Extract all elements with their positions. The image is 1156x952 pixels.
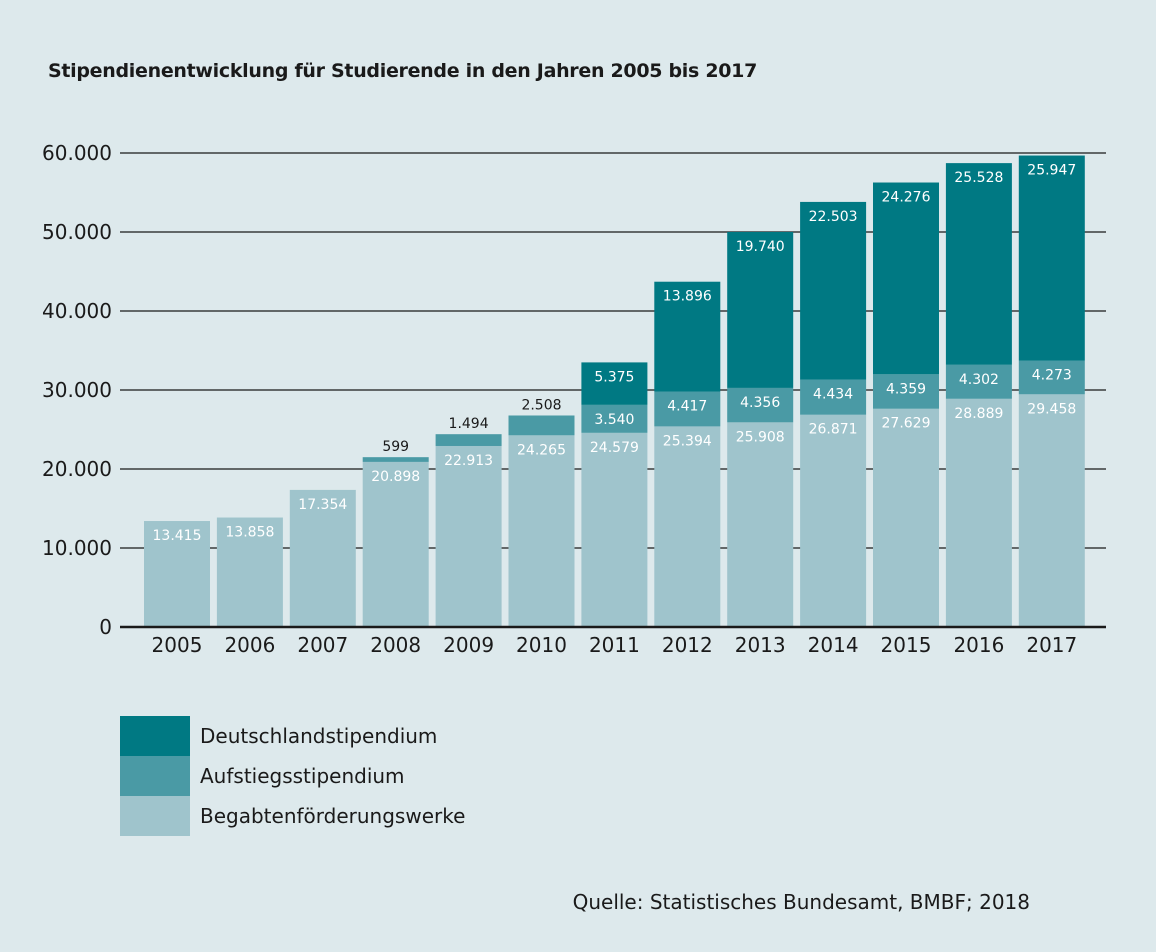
bar-segment <box>1018 360 1085 395</box>
data-label: 4.434 <box>813 387 853 403</box>
bar-segment <box>800 201 867 380</box>
x-tick-label: 2008 <box>370 633 421 657</box>
data-label: 3.540 <box>594 412 634 428</box>
data-label: 17.354 <box>298 497 347 513</box>
bar-segment <box>435 434 502 446</box>
legend-label-deutschlandstipendium: Deutschlandstipendium <box>200 724 438 748</box>
bar-segment <box>508 415 575 436</box>
bar-segment <box>1018 155 1085 361</box>
y-tick-label: 10.000 <box>42 536 112 560</box>
bar-segment <box>873 182 939 375</box>
bar-segment <box>1018 394 1085 627</box>
data-label: 25.947 <box>1027 163 1076 179</box>
bar-segment <box>435 445 502 627</box>
data-label: 25.908 <box>736 429 785 445</box>
chart-title: Stipendienentwicklung für Studierende in… <box>48 60 758 82</box>
bar-segment <box>873 374 939 409</box>
y-tick-label: 0 <box>99 615 112 639</box>
x-tick-label: 2012 <box>662 633 713 657</box>
bar-segment <box>581 404 648 433</box>
x-tick-label: 2014 <box>808 633 859 657</box>
data-label: 24.265 <box>517 442 566 458</box>
legend-label-begabtenfoerderungswerke: Begabtenförderungswerke <box>200 804 466 828</box>
x-tick-label: 2007 <box>297 633 348 657</box>
data-label: 27.629 <box>882 416 931 432</box>
bar-segment <box>727 422 794 627</box>
data-label: 19.740 <box>736 239 785 255</box>
data-label: 5.375 <box>594 369 634 385</box>
bar-segment <box>727 387 794 423</box>
data-label: 4.273 <box>1032 368 1072 384</box>
legend-swatch-aufstiegsstipendium <box>120 756 190 796</box>
legend-swatch-begabtenfoerderungswerke <box>120 796 190 836</box>
legend-label-aufstiegsstipendium: Aufstiegsstipendium <box>200 764 405 788</box>
data-label: 28.889 <box>954 406 1003 422</box>
data-label: 4.302 <box>959 372 999 388</box>
data-label: 29.458 <box>1027 401 1076 417</box>
y-tick-label: 20.000 <box>42 457 112 481</box>
x-tick-label: 2005 <box>152 633 203 657</box>
bar-segment <box>873 408 939 627</box>
data-label: 4.417 <box>667 398 707 414</box>
y-tick-label: 30.000 <box>42 378 112 402</box>
source-note: Quelle: Statistisches Bundesamt, BMBF; 2… <box>572 890 1030 914</box>
x-tick-label: 2006 <box>224 633 275 657</box>
bar-segment <box>289 489 356 627</box>
legend-item-begabtenfoerderungswerke: Begabtenförderungswerke <box>120 796 465 836</box>
data-label: 22.913 <box>444 453 493 469</box>
bar-segment <box>144 521 210 627</box>
x-tick-label: 2016 <box>953 633 1004 657</box>
data-label: 1.494 <box>449 416 489 432</box>
bar-segment <box>654 281 721 392</box>
bar-chart: 0 10.000 20.000 30.000 40.000 50.000 60.000 13.… <box>42 141 1106 657</box>
legend-item-aufstiegsstipendium: Aufstiegsstipendium <box>120 756 465 796</box>
data-label: 4.359 <box>886 381 926 397</box>
bar-segment <box>216 517 283 627</box>
bar-segment <box>654 426 721 627</box>
x-tick-label: 2010 <box>516 633 567 657</box>
bar-segment <box>800 414 867 627</box>
y-tick-label: 40.000 <box>42 299 112 323</box>
bar-segment <box>362 457 429 462</box>
data-label: 25.394 <box>663 433 712 449</box>
bar-segment <box>727 231 794 388</box>
data-label: 599 <box>382 439 409 455</box>
bar-segment <box>945 398 1012 627</box>
bar-segment <box>945 163 1012 365</box>
bar-segment <box>654 391 721 427</box>
x-tick-label: 2009 <box>443 633 494 657</box>
y-tick-label: 50.000 <box>42 220 112 244</box>
bar-segment <box>362 461 429 627</box>
legend: Deutschlandstipendium Aufstiegsstipendiu… <box>120 716 465 836</box>
legend-item-deutschlandstipendium: Deutschlandstipendium <box>120 716 465 756</box>
x-tick-label: 2013 <box>735 633 786 657</box>
data-label: 25.528 <box>954 170 1003 186</box>
y-tick-label: 60.000 <box>42 141 112 165</box>
data-label: 24.276 <box>882 190 931 206</box>
bar-segment <box>508 435 575 627</box>
data-label: 26.871 <box>809 422 858 438</box>
bar-segment <box>800 379 867 415</box>
data-label: 2.508 <box>521 397 561 413</box>
data-label: 13.896 <box>663 289 712 305</box>
data-label: 22.503 <box>809 209 858 225</box>
data-label: 13.415 <box>153 528 202 544</box>
bar-segment <box>581 432 648 627</box>
bar-segment <box>945 364 1012 399</box>
data-label: 24.579 <box>590 440 639 456</box>
legend-swatch-deutschlandstipendium <box>120 716 190 756</box>
x-tick-label: 2017 <box>1026 633 1077 657</box>
data-label: 4.356 <box>740 395 780 411</box>
x-tick-label: 2015 <box>881 633 932 657</box>
data-label: 20.898 <box>371 469 420 485</box>
data-label: 13.858 <box>225 525 274 541</box>
x-tick-label: 2011 <box>589 633 640 657</box>
bar-segment <box>581 362 648 405</box>
